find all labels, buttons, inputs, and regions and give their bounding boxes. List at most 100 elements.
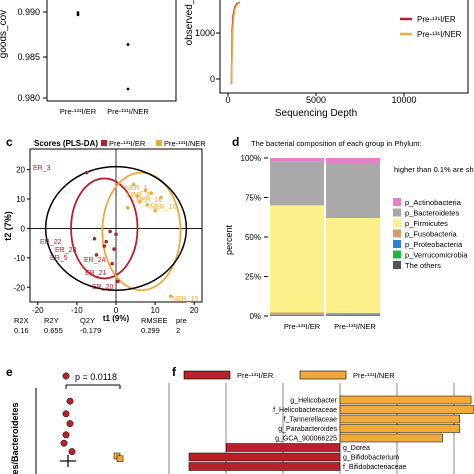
phylum-bar-segment	[326, 314, 380, 316]
panel-c-plot	[30, 149, 202, 302]
panel-c-legend-er: Pre-¹³¹I/ER	[109, 139, 146, 148]
phylum-bar-segment	[270, 158, 324, 162]
panel-a-ytick: 0.985	[17, 52, 40, 62]
score-point	[159, 195, 163, 200]
panel-d-xtick-ner: Pre-¹³¹I/NER	[334, 322, 376, 331]
ratio-point	[68, 448, 76, 456]
panel-d-note: higher than 0.1% are shown	[394, 165, 474, 174]
score-point	[135, 194, 140, 198]
panel-b-xtick: 5000	[306, 95, 326, 105]
panel-c-ytick: 0	[21, 224, 26, 233]
panel-b-legend-ner: Pre-¹³¹I/NER	[417, 30, 462, 39]
score-point	[104, 239, 109, 244]
phylum-bar-segment	[326, 312, 380, 315]
lda-bar	[188, 462, 341, 471]
lda-label: g_GCA_900066225	[275, 436, 337, 443]
phylum-bar-segment	[270, 312, 324, 315]
legend-swatch	[393, 208, 401, 217]
panel-d-xtick-er: Pre-¹³¹I/ER	[284, 322, 321, 331]
panel-a-points	[76, 11, 130, 91]
panel-c-yticks: 20 10 0 -10 -20	[13, 166, 30, 292]
sample-label: ER_22	[40, 239, 62, 246]
sample-label: ER_24	[84, 257, 106, 264]
panel-d-legend-item: The others	[405, 261, 441, 270]
phylum-bar-segment	[326, 163, 380, 219]
panel-f-bars: g_Helicobacter f_Helicobacteraceae f_Tanne…	[188, 395, 474, 471]
lda-label: f_Tannerellaceae	[284, 417, 337, 424]
panel-c-ytick: -10	[13, 254, 25, 263]
score-point	[102, 244, 107, 248]
legend-swatch	[393, 219, 401, 227]
sample-label: ER_3	[33, 165, 51, 172]
panel-c-ytick: -20	[13, 283, 25, 292]
lda-label: f_Bifidobacteriaceae	[343, 464, 407, 471]
ratio-point	[66, 420, 74, 428]
panel-c-xtick: 0	[114, 306, 119, 315]
sample-label: NER_10	[150, 204, 177, 211]
score-point	[137, 200, 142, 204]
panel-c-ylabel: t2 (7%)	[3, 211, 13, 241]
sample-label: ER_21	[85, 270, 107, 277]
panel-b-ylabel: observed_	[184, 0, 195, 45]
stat-header: R2Y	[44, 316, 59, 325]
stat-header: R2X	[14, 316, 29, 325]
legend-swatch-er	[183, 370, 231, 380]
legend-swatch-ner	[299, 370, 347, 380]
panel-b-legend-er: Pre-¹³¹I/ER	[417, 15, 456, 24]
panel-d-letter: d	[232, 135, 239, 149]
panel-c-xlabel: t1 (9%)	[103, 314, 130, 323]
score-point	[92, 236, 97, 241]
panel-e-pvalue: p = 0.0118	[75, 372, 117, 382]
panel-d-ytick: 75%	[245, 194, 261, 203]
score-point	[84, 170, 89, 175]
panel-c-xtick: -20	[32, 306, 44, 315]
panel-d-legend-item: p_Bacteroidetes	[405, 209, 459, 218]
phylum-bar-segment	[326, 218, 380, 313]
panel-d-legend: p_Actinobacteria p_Bacteroidetesp_Firmicu…	[393, 198, 468, 270]
panel-f: f Pre-¹³¹I/ER Pre-¹³¹I/NER g_Helicobacte…	[168, 365, 474, 474]
confidence-ellipse	[44, 165, 188, 291]
panel-d-bars	[270, 158, 380, 316]
ratio-point	[62, 410, 70, 418]
score-point	[94, 253, 99, 257]
panel-c-title: Scores (PLS-DA)	[34, 139, 98, 148]
panel-c-ytick: 10	[16, 195, 25, 204]
phylum-bar-segment	[270, 205, 324, 313]
lda-bar	[339, 414, 460, 424]
score-point	[116, 279, 120, 284]
stat-value: 0.16	[14, 326, 29, 335]
lda-bar	[339, 405, 474, 414]
lda-bar	[339, 433, 443, 443]
panel-e-points	[60, 372, 124, 467]
score-point	[168, 294, 173, 298]
score-point	[149, 191, 153, 195]
panel-d-legend-item: p_Proteobacteria	[405, 240, 463, 249]
panel-c-legend-ner: Pre-¹³¹I/NER	[164, 139, 206, 148]
panel-b-curves	[230, 1, 241, 85]
sample-label: NER_16	[136, 197, 163, 204]
panel-a-yticks: 0.990 0.985 0.980	[17, 7, 47, 103]
panel-c-xtick: 10	[151, 306, 160, 315]
panel-d-legend-item: p_Actinobacteria	[405, 198, 462, 207]
score-point	[112, 247, 116, 251]
panel-d-ytick: 0%	[249, 312, 261, 321]
panel-d-ytick: 25%	[245, 273, 261, 282]
panel-a-ylabel: goods_cov	[0, 10, 9, 58]
rarefaction-curve	[230, 2, 241, 85]
panel-b-xtick: 0	[225, 95, 230, 105]
panel-c-letter: c	[6, 135, 13, 149]
panel-c-xtick: -10	[71, 306, 83, 315]
panel-a: goods_cov 0.990 0.985 0.980 Pre-¹³¹I/ER …	[0, 0, 177, 116]
ratio-point	[66, 397, 74, 405]
panel-f-legend-ner: Pre-¹³¹I/NER	[353, 371, 395, 380]
panel-b-xlabel: Sequencing Depth	[275, 108, 357, 119]
stat-value: 0.299	[141, 326, 160, 335]
phylum-bar-segment	[270, 161, 324, 206]
panel-a-ytick: 0.980	[17, 93, 40, 103]
panel-d-legend-item: p_Firmicutes	[405, 219, 448, 228]
lda-bar	[225, 443, 341, 452]
panel-e-ylabel: tes/Bacteroidetes	[10, 402, 20, 474]
legend-swatch	[393, 250, 401, 259]
panel-f-legend-er: Pre-¹³¹I/ER	[237, 371, 274, 380]
